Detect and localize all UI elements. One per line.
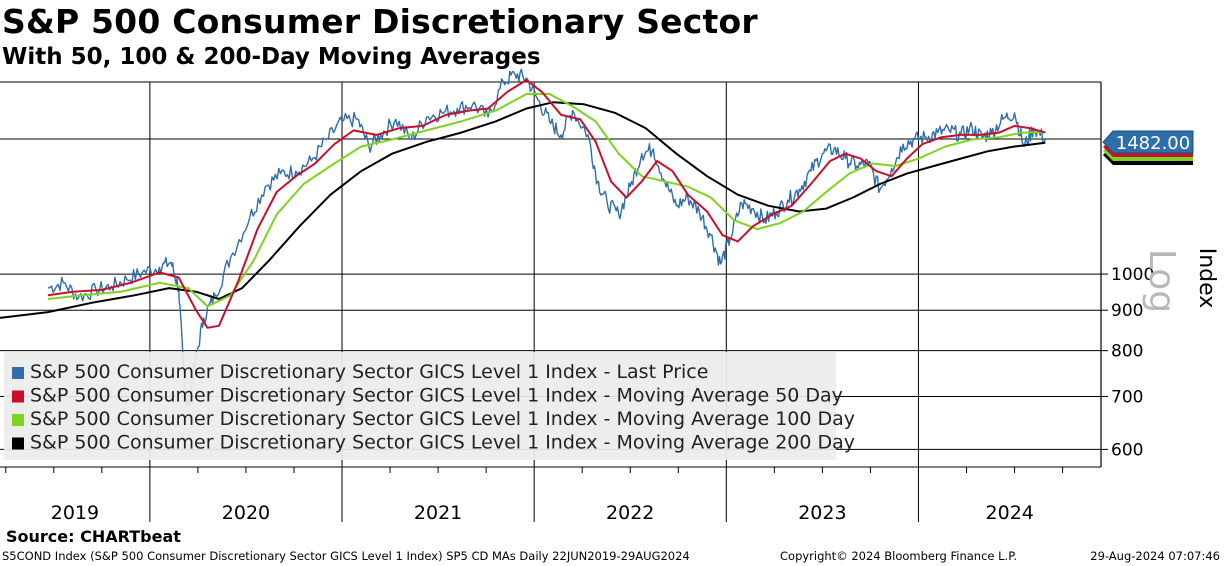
footer-description: S5COND Index (S&P 500 Consumer Discretio… <box>2 549 690 563</box>
series-ma200-line <box>0 101 1046 319</box>
legend-swatch <box>12 367 24 379</box>
legend-label: S&P 500 Consumer Discretionary Sector GI… <box>30 432 855 454</box>
x-tick-label: 2024 <box>986 502 1034 524</box>
log-scale-watermark: Log <box>1141 249 1182 313</box>
x-tick-label: 2019 <box>51 502 99 524</box>
y-tick-label: 700 <box>1111 387 1143 407</box>
footer-timestamp: 29-Aug-2024 07:07:46 <box>1090 549 1220 563</box>
chart-title: S&P 500 Consumer Discretionary Sector <box>2 2 758 41</box>
source-label: Source: CHARTbeat <box>6 527 181 546</box>
legend-swatch <box>12 414 24 426</box>
legend-box <box>4 352 836 460</box>
x-tick-label: 2021 <box>414 502 462 524</box>
legend-swatch <box>12 390 24 403</box>
chart-subtitle: With 50, 100 & 200-Day Moving Averages <box>2 44 541 70</box>
x-tick-label: 2022 <box>606 502 654 524</box>
last-value-badge <box>1102 130 1194 154</box>
legend-label: S&P 500 Consumer Discretionary Sector GI… <box>30 361 708 383</box>
legend-label: S&P 500 Consumer Discretionary Sector GI… <box>30 408 855 430</box>
y-tick-label: 1000 <box>1111 265 1154 285</box>
footer-copyright: Copyright© 2024 Bloomberg Finance L.P. <box>780 549 1017 563</box>
legend-label: S&P 500 Consumer Discretionary Sector GI… <box>30 385 843 407</box>
last-value-label: 1482.00 <box>1116 133 1190 154</box>
x-tick-label: 2020 <box>222 502 270 524</box>
y-tick-label: 800 <box>1111 342 1143 362</box>
legend-swatch <box>12 437 24 450</box>
series-ma100-line <box>47 93 1046 308</box>
x-tick-label: 2023 <box>798 502 846 524</box>
series-last-price-line <box>47 68 1046 408</box>
y-tick-label: 600 <box>1111 440 1143 460</box>
series-ma50-line <box>47 79 1046 329</box>
y-tick-label: 900 <box>1111 301 1143 321</box>
y-axis-title: Index <box>1194 248 1219 309</box>
